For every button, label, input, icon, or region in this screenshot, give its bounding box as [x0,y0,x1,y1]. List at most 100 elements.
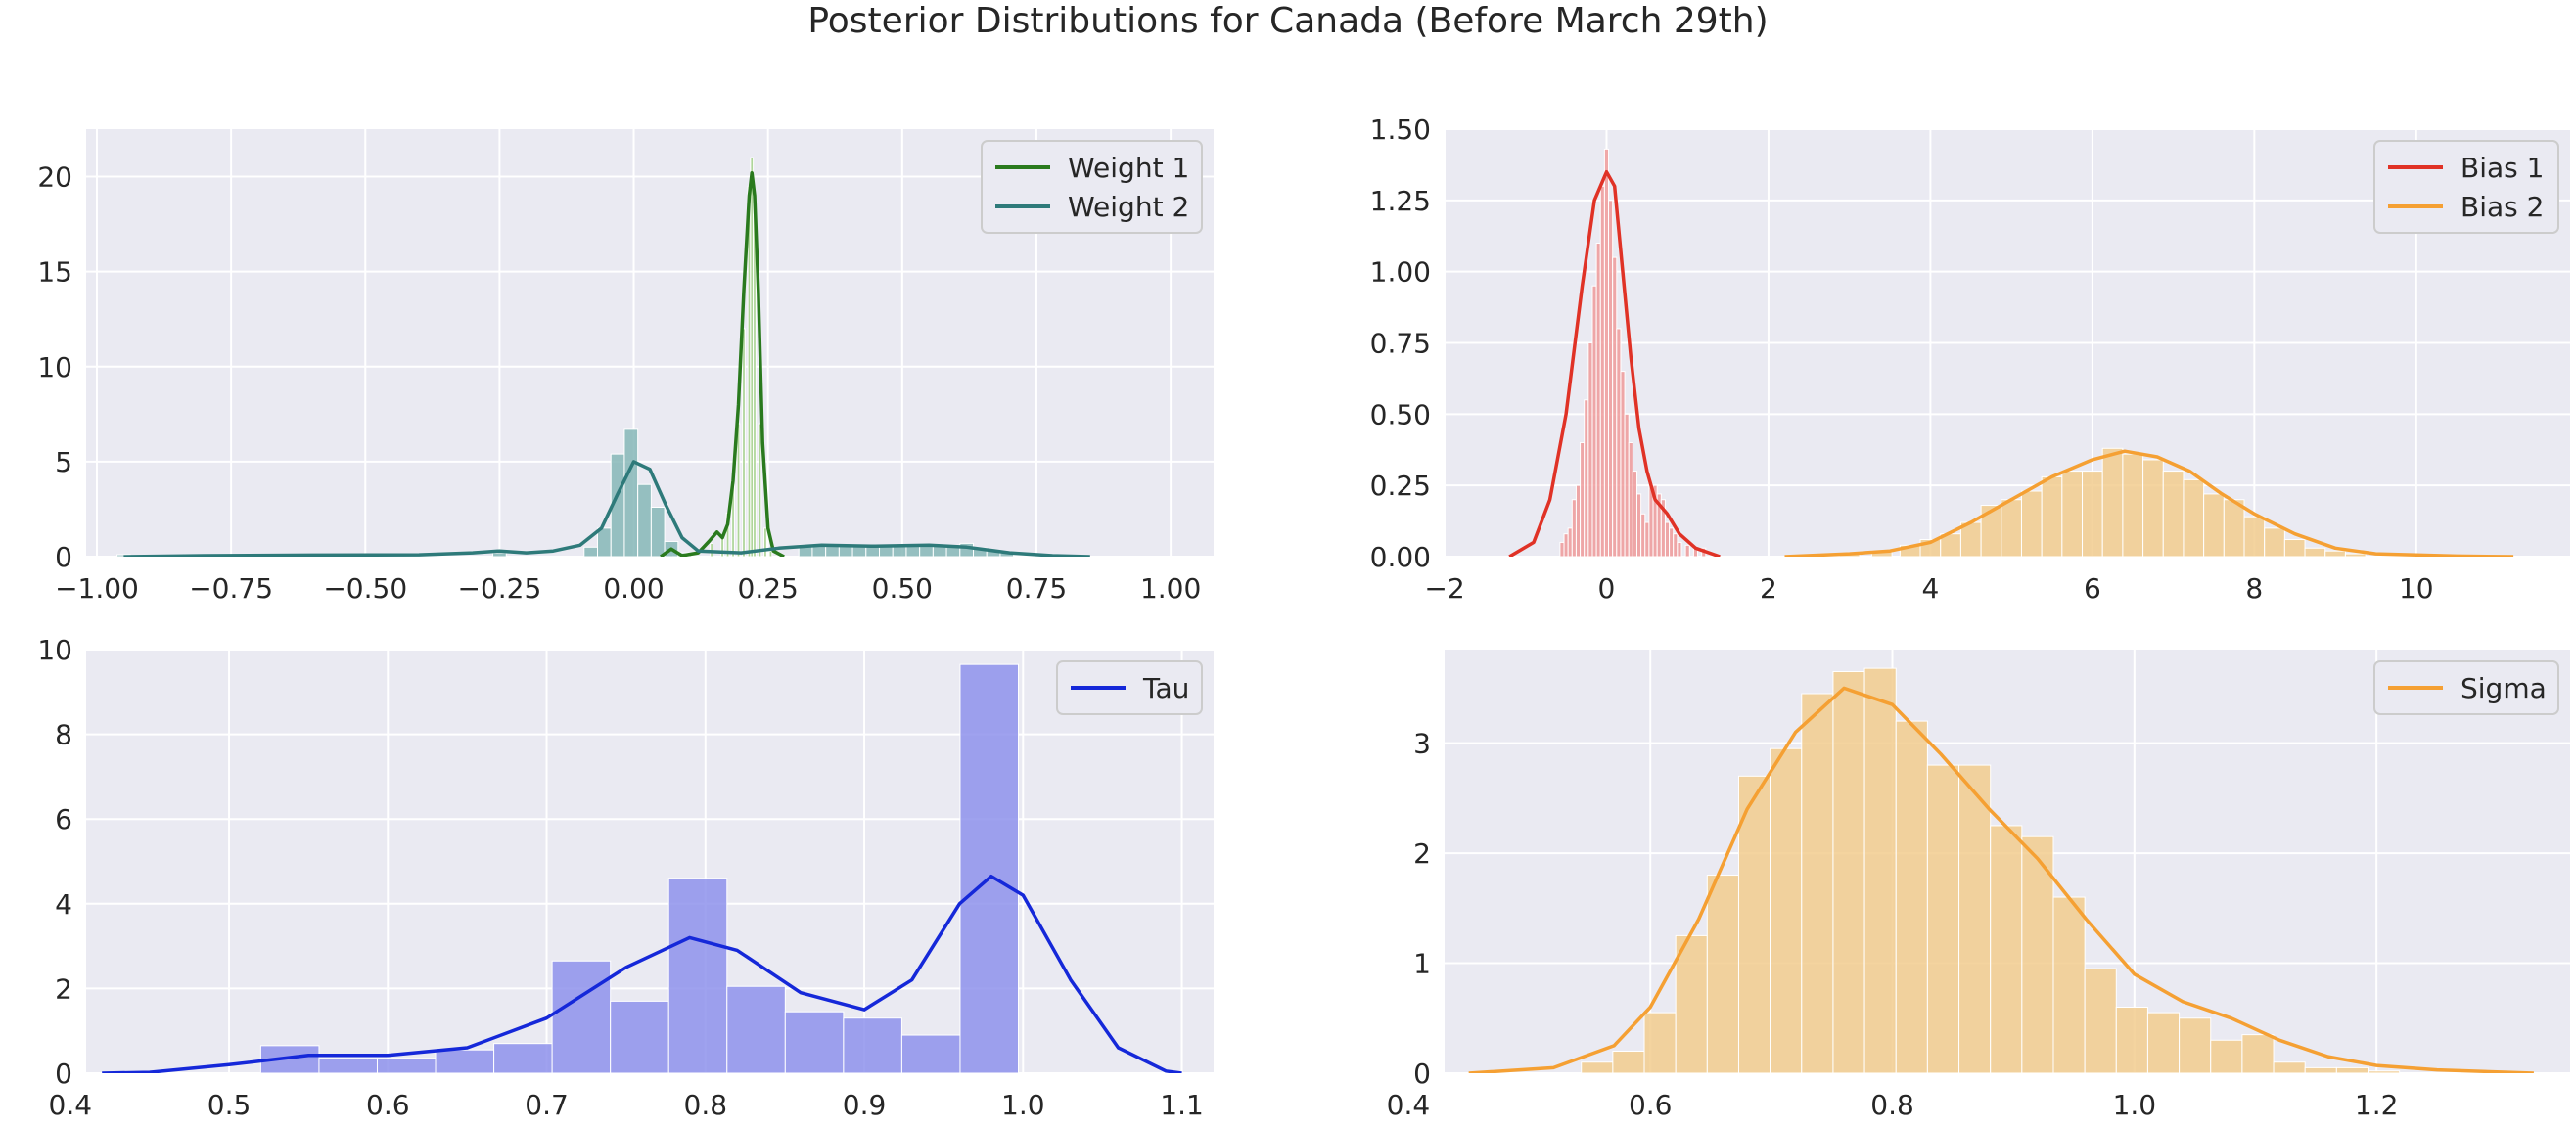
bias-2-histogram-bar [2344,553,2367,557]
subplot-weights: −1.00 −0.75 −0.50 −0.25 0.00 0.25 0.50 0.75 1.00… [0,117,1288,626]
sigma-histogram-bar [2367,1070,2401,1073]
biases-y-tick-label: 0.00 [1370,541,1431,573]
weight-2-histogram-bar [892,545,907,557]
bias-1-histogram-bar [1616,328,1622,557]
tau-x-tick-label: 0.4 [49,1089,93,1121]
weight-2-histogram-bar [838,545,853,557]
weight-1-legend-label: Weight 1 [1068,152,1189,184]
weight-2-histogram-bar [919,545,934,557]
bias-2-histogram-bar [2324,550,2346,557]
tau-x-tick-label: 0.6 [366,1089,410,1121]
tau-histogram-bar [376,1058,437,1073]
weights-x-tick-label: −0.50 [323,572,407,605]
subplot-biases: −2 0 2 4 6 8 10 0.00 0.25 0.50 0.75 1.00 1.25 1.50 Bia… [1288,113,2576,626]
bias-1-histogram-bar [1684,544,1690,557]
sigma-x-tick-label: 1.2 [2355,1089,2399,1121]
bias-2-histogram-bar [2203,493,2225,557]
bias-1-histogram-bar [1587,342,1593,557]
bias-2-histogram-bar [2243,516,2266,557]
tau-x-tick-label: 0.5 [207,1089,252,1121]
biases-x-tick-label: 2 [1760,572,1777,605]
bias-2-histogram-bar [2101,447,2124,557]
sigma-kde-line [1468,686,2534,1073]
tau-histogram-bar [551,960,612,1073]
sigma-histogram-bar [2052,896,2086,1073]
bias-1-histogram-bar [1632,471,1637,557]
bias-1-histogram-bar [1563,533,1569,557]
tau-kde-line [102,874,1182,1073]
bias-2-histogram-bar [2264,527,2285,557]
tau-x-tick-label: 1.1 [1160,1089,1204,1121]
sigma-histogram-bar [1863,667,1897,1073]
weight-1-histogram-bar [763,527,767,557]
weight-2-kde-line [123,460,1090,557]
sigma-y-tick-label: 3 [1413,728,1431,760]
bias-1-histogram-bar [1591,285,1597,557]
bias-1-histogram-bar [1644,521,1650,557]
tau-x-tick-label: 0.8 [684,1089,728,1121]
sigma-x-tick-label: 0.8 [1870,1089,1914,1121]
sigma-histogram-bar [1990,825,2023,1073]
sigma-histogram-bar [2021,835,2054,1073]
weight-2-histogram-bar [492,552,507,557]
weights-x-tick-label: 0.50 [872,572,933,605]
bias-1-histogram-bar [1628,441,1633,557]
sigma-x-tick-label: 0.4 [1387,1089,1431,1121]
bias-1-histogram-bar [1620,371,1626,557]
bias-1-kde-line [1508,169,1721,557]
weight-1-histogram-bar [736,423,741,557]
biases-y-tick-label: 0.75 [1370,328,1431,360]
weights-y-tick-label: 10 [37,351,72,383]
weight-1-histogram-bar [720,537,724,557]
weight-2-histogram-bar [583,546,599,557]
weights-x-tick-label: 0.25 [738,572,799,605]
bias-2-histogram-bar [2304,547,2326,557]
tau-histogram-bar [435,1049,495,1073]
weight-1-kde-line [659,170,785,557]
bias-1-histogram-bar [1599,185,1605,557]
bias-2-histogram-bar [2001,499,2022,557]
sigma-histogram-bar [2273,1061,2306,1073]
tau-histogram-bar [726,985,786,1073]
bias-1-histogram-bar [1603,148,1610,557]
biases-y-tick-label: 1.50 [1370,113,1431,146]
biases-x-tick-label: 10 [2399,572,2434,605]
weights-x-tick-label: −0.75 [189,572,273,605]
weight-2-histogram-bar [597,527,612,557]
sigma-histogram-bar [2179,1017,2212,1073]
sigma-histogram-bar [2115,1007,2148,1073]
tau-y-tick-label: 10 [37,634,72,666]
biases-legend: Bias 1 Bias 2 [2373,140,2559,234]
sigma-y-tick-label: 0 [1413,1058,1431,1090]
biases-x-tick-label: 6 [2084,572,2101,605]
sigma-legend: Sigma [2373,660,2559,715]
sigma-x-tick-label: 0.6 [1629,1089,1673,1121]
bias-2-histogram-bar [2061,471,2084,557]
tau-y-tick-label: 8 [55,719,72,751]
sigma-histogram-bar [1801,693,1834,1073]
tau-y-tick-label: 2 [55,972,72,1005]
bias-2-histogram-bar [2283,539,2306,557]
sigma-histogram-bar [1675,934,1708,1073]
bias-2-histogram-bar [2223,499,2245,557]
sigma-histogram-bar [1926,764,1960,1073]
bias-1-histogram-bar [1559,541,1565,557]
tau-histogram-bar [843,1017,902,1073]
bias-2-kde-line [1784,449,2514,557]
sigma-histogram-bar [2210,1039,2243,1073]
biases-y-tick-label: 0.50 [1370,398,1431,430]
bias-2-histogram-bar [2082,471,2103,557]
weight-2-histogram-bar [637,483,652,557]
weight-2-histogram-bar [623,428,639,557]
weight-2-histogram-bar [650,507,666,557]
tau-y-tick-label: 0 [55,1058,72,1090]
tau-histogram-bar [318,1058,378,1073]
bias-2-histogram-bar [2041,475,2063,557]
biases-x-tick-label: 4 [1921,572,1939,605]
weights-y-tick-label: 5 [55,446,72,478]
tau-x-tick-label: 0.7 [525,1089,569,1121]
weight-2-legend-label: Weight 2 [1068,191,1189,223]
weight-1-histogram-bar [768,550,773,557]
biases-legend-box [2373,140,2559,234]
weights-x-tick-label: 0.75 [1006,572,1067,605]
